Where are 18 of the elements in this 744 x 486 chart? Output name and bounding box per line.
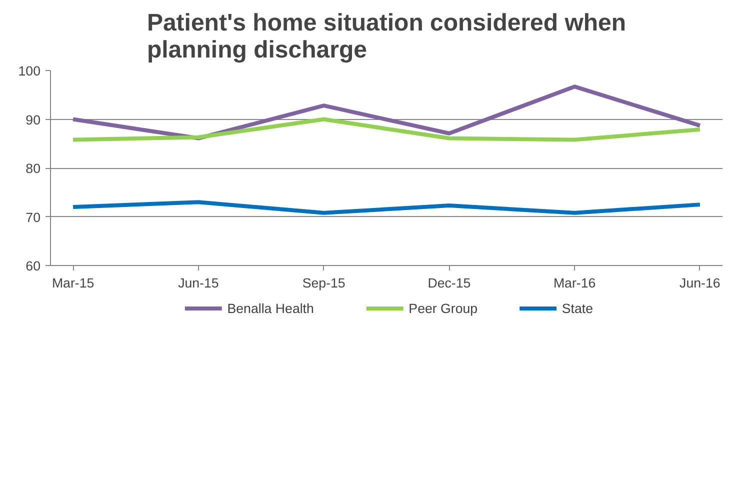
y-tick-label: 100: [18, 64, 41, 78]
x-tick-label: Mar-16: [553, 276, 596, 290]
legend-label: State: [562, 301, 594, 316]
y-tick-label: 80: [26, 161, 41, 176]
y-tick-label: 60: [26, 258, 41, 274]
x-tick-label: Sep-15: [302, 276, 346, 290]
legend-label: Peer Group: [408, 301, 478, 316]
y-tick-label: 90: [26, 112, 41, 128]
y-tick-label: 70: [26, 210, 41, 225]
line-series: [71, 84, 702, 140]
x-tick-label: Jun-16: [680, 276, 720, 290]
chart-title: Patient's home situation considered when planning discharge: [146, 10, 626, 64]
x-tick-label: Dec-15: [428, 276, 471, 290]
x-tick-label: Jun-15: [178, 276, 219, 290]
legend-label: Benalla Health: [227, 301, 314, 316]
line-series: [71, 200, 702, 215]
line-series: [71, 117, 702, 142]
x-tick-label: Mar-15: [52, 276, 94, 290]
